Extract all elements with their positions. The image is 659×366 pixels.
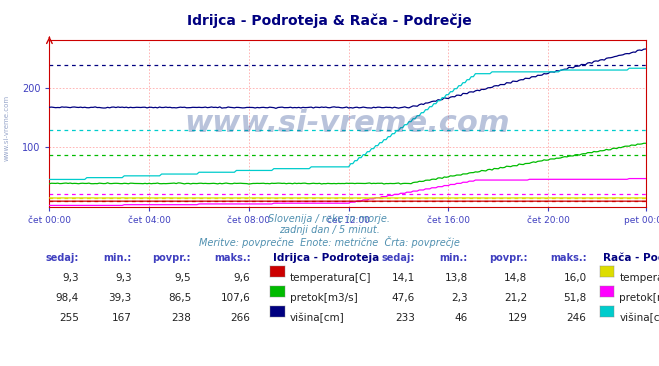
Text: Idrijca - Podroteja & Rača - Podrečje: Idrijca - Podroteja & Rača - Podrečje xyxy=(187,14,472,29)
Text: višina[cm]: višina[cm] xyxy=(290,313,345,323)
Text: 238: 238 xyxy=(171,313,191,323)
Text: 14,1: 14,1 xyxy=(392,273,415,283)
Text: maks.:: maks.: xyxy=(214,253,250,262)
Text: min.:: min.: xyxy=(440,253,468,262)
Text: temperatura[C]: temperatura[C] xyxy=(290,273,372,283)
Text: 9,3: 9,3 xyxy=(115,273,132,283)
Text: sedaj:: sedaj: xyxy=(45,253,79,262)
Text: 46: 46 xyxy=(455,313,468,323)
Text: 129: 129 xyxy=(507,313,527,323)
Text: 51,8: 51,8 xyxy=(563,293,587,303)
Text: 21,2: 21,2 xyxy=(504,293,527,303)
Text: zadnji dan / 5 minut.: zadnji dan / 5 minut. xyxy=(279,225,380,235)
Text: Idrijca - Podroteja: Idrijca - Podroteja xyxy=(273,253,380,262)
Text: 255: 255 xyxy=(59,313,79,323)
Text: višina[cm]: višina[cm] xyxy=(619,313,659,323)
Text: 107,6: 107,6 xyxy=(221,293,250,303)
Text: min.:: min.: xyxy=(103,253,132,262)
Text: 2,3: 2,3 xyxy=(451,293,468,303)
Text: 98,4: 98,4 xyxy=(56,293,79,303)
Text: www.si-vreme.com: www.si-vreme.com xyxy=(185,109,511,138)
Text: sedaj:: sedaj: xyxy=(382,253,415,262)
Text: 9,3: 9,3 xyxy=(63,273,79,283)
Text: 246: 246 xyxy=(567,313,587,323)
Text: Meritve: povprečne  Enote: metrične  Črta: povprečje: Meritve: povprečne Enote: metrične Črta:… xyxy=(199,236,460,248)
Text: 9,5: 9,5 xyxy=(175,273,191,283)
Text: 167: 167 xyxy=(112,313,132,323)
Text: temperatura[C]: temperatura[C] xyxy=(619,273,659,283)
Text: 47,6: 47,6 xyxy=(392,293,415,303)
Text: Rača - Podrečje: Rača - Podrečje xyxy=(603,253,659,263)
Text: pretok[m3/s]: pretok[m3/s] xyxy=(619,293,659,303)
Text: www.si-vreme.com: www.si-vreme.com xyxy=(3,95,10,161)
Text: 266: 266 xyxy=(231,313,250,323)
Text: 13,8: 13,8 xyxy=(445,273,468,283)
Text: 9,6: 9,6 xyxy=(234,273,250,283)
Text: Slovenija / reke in morje.: Slovenija / reke in morje. xyxy=(268,214,391,224)
Text: 86,5: 86,5 xyxy=(168,293,191,303)
Text: 14,8: 14,8 xyxy=(504,273,527,283)
Text: pretok[m3/s]: pretok[m3/s] xyxy=(290,293,358,303)
Text: 39,3: 39,3 xyxy=(109,293,132,303)
Text: 16,0: 16,0 xyxy=(563,273,587,283)
Text: 233: 233 xyxy=(395,313,415,323)
Text: povpr.:: povpr.: xyxy=(153,253,191,262)
Text: maks.:: maks.: xyxy=(550,253,587,262)
Text: povpr.:: povpr.: xyxy=(489,253,527,262)
